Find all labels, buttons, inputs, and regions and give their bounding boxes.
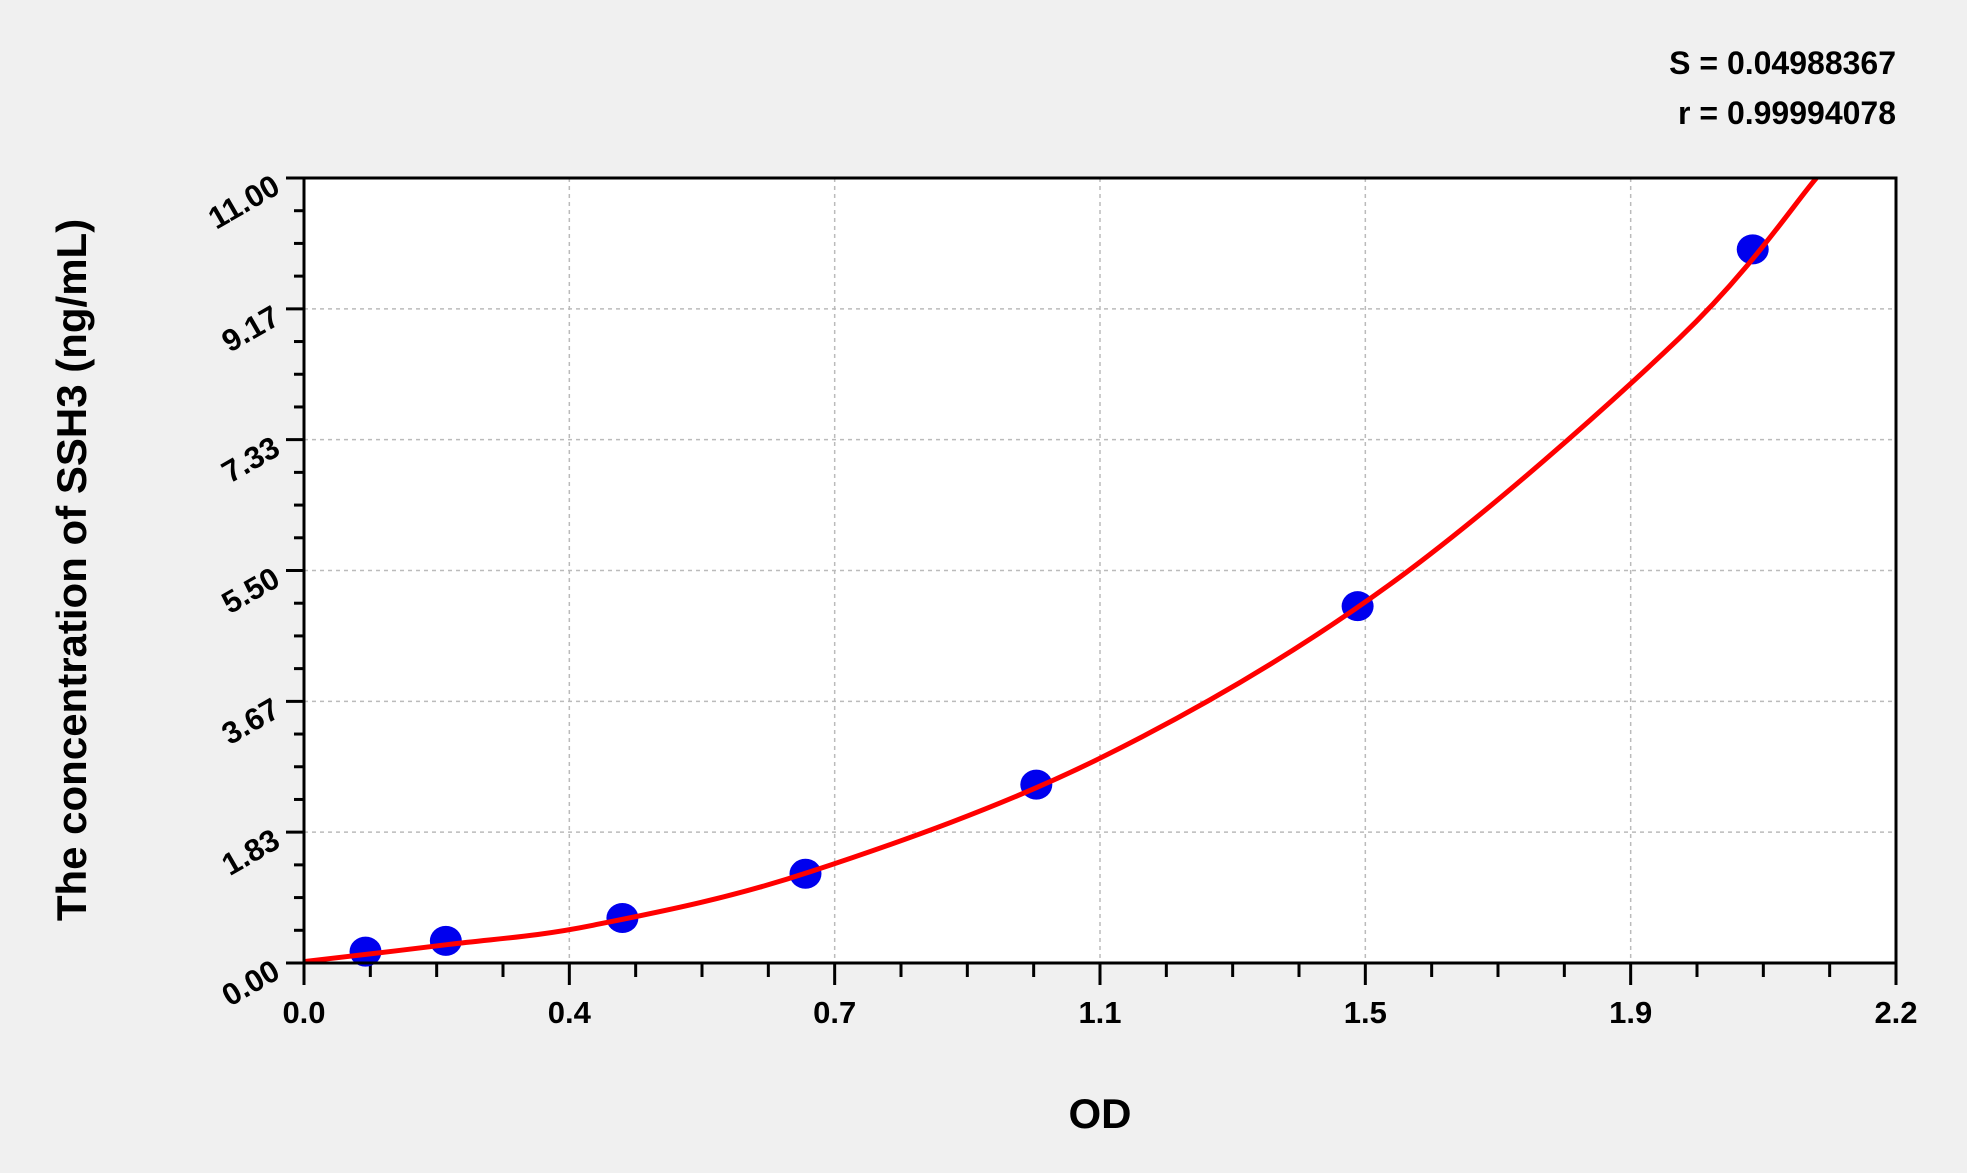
x-tick-label: 1.5 — [1344, 995, 1387, 1030]
ticks — [286, 176, 1898, 985]
x-tick-label: 0.4 — [548, 995, 592, 1030]
y-tick-label: 5.50 — [216, 560, 286, 620]
grid — [304, 178, 1896, 963]
y-tick-label: 0.00 — [216, 953, 286, 1013]
data-point — [429, 925, 462, 956]
y-tick-label: 3.67 — [216, 691, 286, 751]
y-tick-label: 7.33 — [216, 429, 286, 489]
plot-border — [302, 176, 1898, 965]
data-point — [349, 936, 382, 967]
stat-r: r = 0.99994078 — [1678, 95, 1896, 131]
fit-curve — [303, 176, 1819, 965]
stat-s: S = 0.04988367 — [1669, 45, 1896, 81]
x-tick-label: 0.7 — [813, 995, 856, 1030]
y-tick-label: 11.00 — [202, 168, 285, 236]
y-tick-label: 1.83 — [216, 822, 286, 882]
y-axis-title: The concentration of SSH3 (ng/mL) — [48, 219, 95, 921]
x-tick-label: 2.2 — [1874, 995, 1917, 1030]
x-axis-title: OD — [1069, 1090, 1132, 1137]
x-tick-label: 1.9 — [1609, 995, 1652, 1030]
x-tick-label: 0.0 — [282, 995, 325, 1030]
x-tick-label: 1.1 — [1078, 995, 1121, 1030]
fit-curve-layer — [303, 176, 1819, 965]
data-point — [1736, 234, 1769, 265]
y-tick-label: 9.17 — [216, 299, 286, 359]
